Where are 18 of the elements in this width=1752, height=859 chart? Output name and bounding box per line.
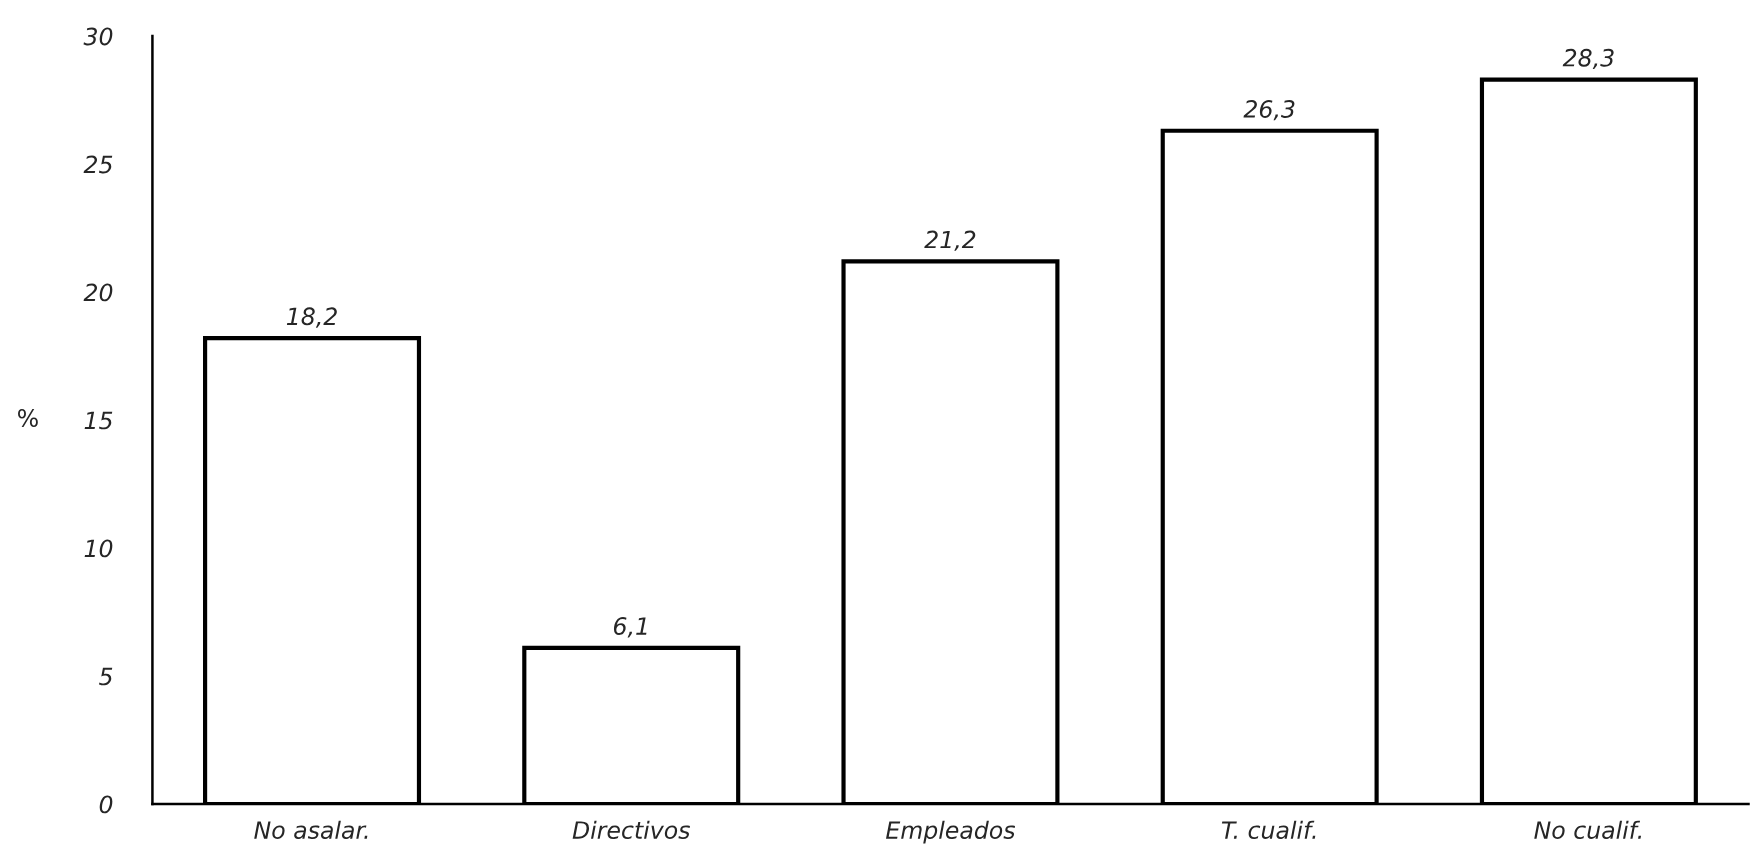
y-tick-label: 10 <box>84 539 113 558</box>
y-axis-title: % <box>18 409 38 427</box>
y-tick-label: 15 <box>84 411 113 430</box>
x-tick-label: Empleados <box>885 820 1016 844</box>
data-label: 6,1 <box>613 617 647 638</box>
x-tick-label: Directivos <box>572 820 690 839</box>
y-tick-label: 25 <box>83 155 113 174</box>
y-tick-label: 0 <box>99 795 113 814</box>
y-tick-label: 30 <box>83 27 113 46</box>
x-tick-label: T. cualif. <box>1221 820 1316 839</box>
data-label: 18,2 <box>286 307 337 328</box>
x-tick-label: No asalar. <box>254 820 368 839</box>
x-tick-label: No cualif. <box>1534 820 1642 839</box>
data-label: 28,3 <box>1562 48 1614 70</box>
y-tick-label: 5 <box>98 667 113 686</box>
data-label: 26,3 <box>1243 100 1295 121</box>
y-tick-label: 20 <box>83 283 113 302</box>
data-label: 21,2 <box>924 230 976 251</box>
